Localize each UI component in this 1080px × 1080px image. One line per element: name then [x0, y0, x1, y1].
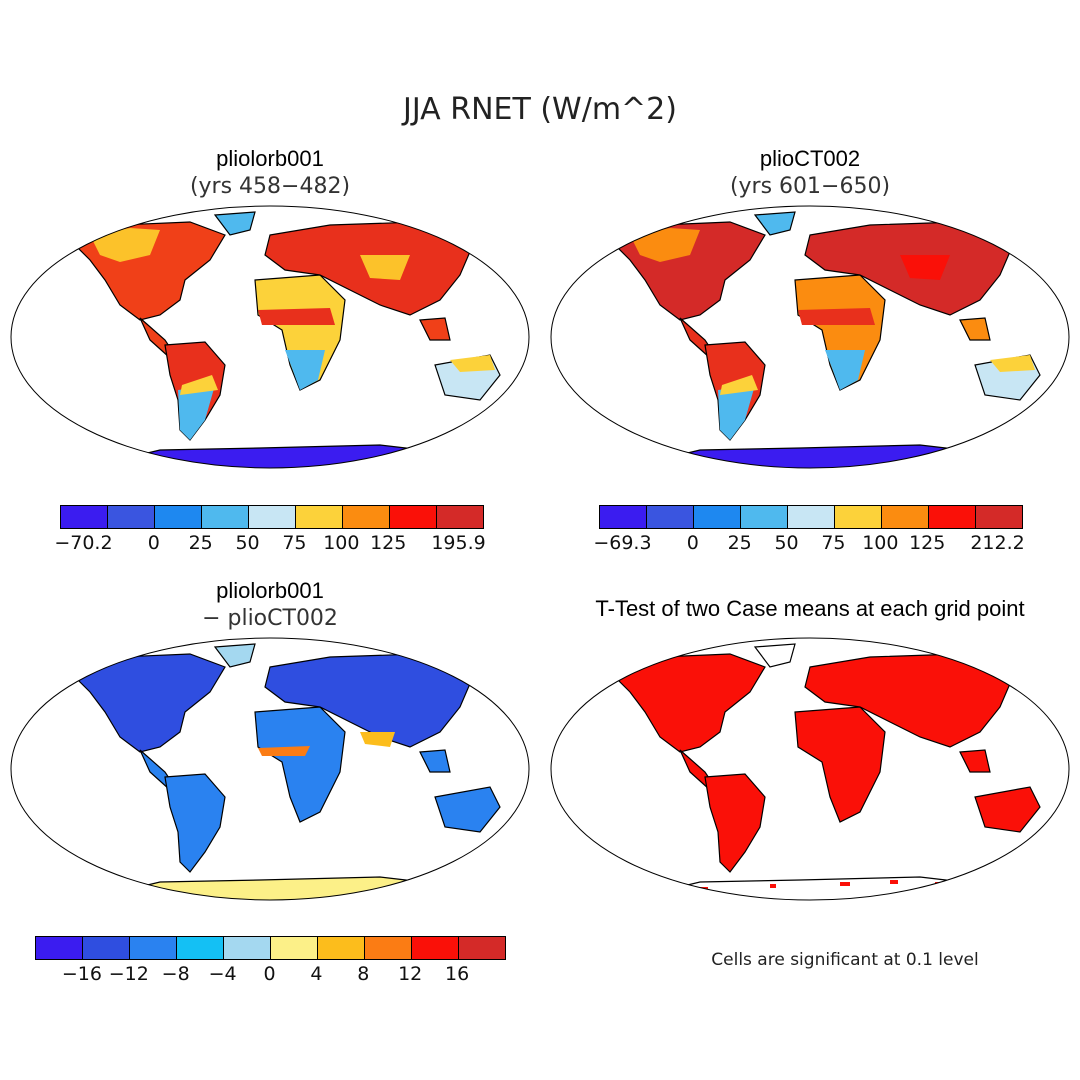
panel1-subtitle: (yrs 458−482) [189, 174, 351, 199]
colorbar-tick-label: −12 [108, 963, 149, 985]
panel3-subtitle: − plioCT002 [202, 606, 338, 631]
colorbar-tick-label: 0 [686, 532, 699, 554]
colorbar-box [343, 506, 390, 528]
colorbar-box [296, 506, 343, 528]
colorbar-tick-label: 212.2 [970, 532, 1025, 554]
map-panel-4 [550, 637, 1070, 901]
colorbar-tick-label: 75 [282, 532, 307, 554]
map-panel-1 [10, 205, 530, 469]
map-panel-3 [10, 637, 530, 901]
colorbar-labels-panel-3: −16 −12 −8 −4 0 4 8 12 16 [35, 963, 504, 987]
colorbar-box [249, 506, 296, 528]
colorbar-tick-label: 50 [774, 532, 799, 554]
colorbar-tick-label: 4 [310, 963, 323, 985]
colorbar-box [390, 506, 437, 528]
panel1-title: pliolorb001 [216, 146, 324, 171]
colorbar-box [36, 937, 83, 959]
panel3-title: pliolorb001 [216, 578, 324, 603]
colorbar-box [741, 506, 788, 528]
colorbar-panel-1 [60, 505, 484, 529]
colorbar-box [694, 506, 741, 528]
colorbar-labels-panel-2: −69.3 0 25 50 75 100 125 212.2 [593, 532, 1025, 556]
colorbar-box [412, 937, 459, 959]
colorbar-tick-label: 16 [445, 963, 470, 985]
colorbar-box [647, 506, 694, 528]
colorbar-box [177, 937, 224, 959]
colorbar-tick-label: 25 [188, 532, 213, 554]
significance-note: Cells are significant at 0.1 level [711, 950, 979, 970]
colorbar-box [835, 506, 882, 528]
colorbar-labels-panel-1: −70.2 0 25 50 75 100 125 195.9 [54, 532, 486, 556]
colorbar-box [365, 937, 412, 959]
colorbar-box [318, 937, 365, 959]
colorbar-box [788, 506, 835, 528]
colorbar-tick-label: 125 [370, 532, 407, 554]
colorbar-box [929, 506, 976, 528]
colorbar-tick-label: 100 [862, 532, 899, 554]
colorbar-tick-label: −4 [208, 963, 237, 985]
colorbar-box [155, 506, 202, 528]
colorbar-tick-label: 195.9 [431, 532, 486, 554]
colorbar-box [202, 506, 249, 528]
colorbar-box [600, 506, 647, 528]
colorbar-box [437, 506, 483, 528]
colorbar-panel-3 [35, 936, 506, 960]
map-panel-2 [550, 205, 1070, 469]
colorbar-box [271, 937, 318, 959]
colorbar-tick-label: −16 [61, 963, 102, 985]
colorbar-panel-2 [599, 505, 1023, 529]
colorbar-tick-label: 25 [727, 532, 752, 554]
figure-title: JJA RNET (W/m^2) [403, 92, 677, 127]
colorbar-tick-label: 50 [235, 532, 260, 554]
colorbar-tick-label: 100 [323, 532, 360, 554]
colorbar-tick-label: 12 [398, 963, 423, 985]
colorbar-tick-label: −69.3 [593, 532, 652, 554]
panel4-title: T-Test of two Case means at each grid po… [595, 596, 1025, 621]
colorbar-tick-label: 0 [263, 963, 276, 985]
colorbar-box [61, 506, 108, 528]
colorbar-box [224, 937, 271, 959]
colorbar-tick-label: −70.2 [54, 532, 113, 554]
colorbar-box [83, 937, 130, 959]
colorbar-tick-label: 75 [821, 532, 846, 554]
colorbar-tick-label: −8 [161, 963, 190, 985]
colorbar-box [976, 506, 1022, 528]
colorbar-box [130, 937, 177, 959]
colorbar-box [882, 506, 929, 528]
panel2-subtitle: (yrs 601−650) [729, 174, 891, 199]
panel2-title: plioCT002 [759, 146, 861, 171]
colorbar-tick-label: 125 [909, 532, 946, 554]
colorbar-tick-label: 8 [357, 963, 370, 985]
colorbar-tick-label: 0 [147, 532, 160, 554]
colorbar-box [459, 937, 505, 959]
colorbar-box [108, 506, 155, 528]
